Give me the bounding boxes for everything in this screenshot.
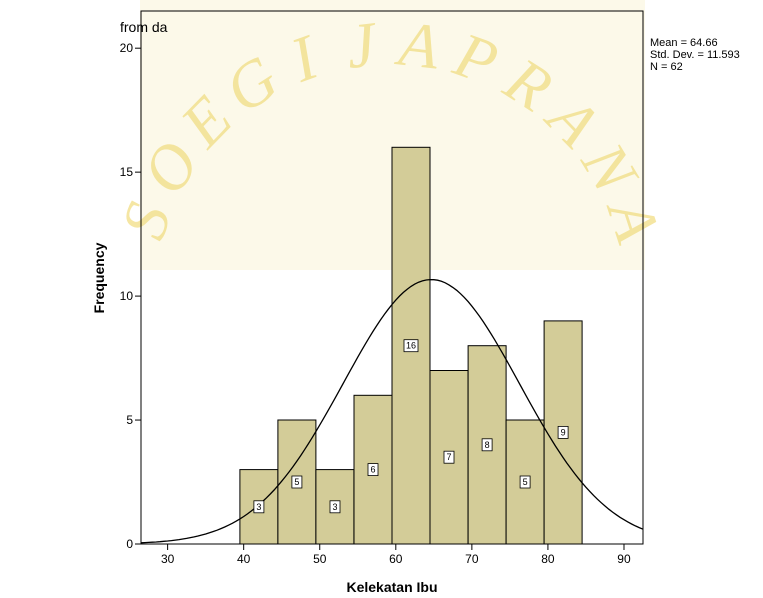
x-tick-label: 50 xyxy=(313,552,327,566)
bar-data-labels: 3 5 3 6 16 7 8 5 9 xyxy=(253,339,569,514)
y-tick-label: 5 xyxy=(126,413,133,427)
data-label-box xyxy=(443,450,455,464)
normal-curve xyxy=(140,278,644,544)
y-tick-label: 10 xyxy=(120,289,134,303)
x-tick-label: 60 xyxy=(389,552,403,566)
data-label: 6 xyxy=(370,465,375,475)
y-tick-label: 0 xyxy=(126,537,133,551)
data-label: 8 xyxy=(485,440,490,450)
data-label: 9 xyxy=(561,427,566,437)
x-axis-title: Kelekatan Ibu xyxy=(346,579,437,595)
stat-n: N = 62 xyxy=(650,61,683,73)
data-label: 5 xyxy=(294,477,299,487)
data-label: 3 xyxy=(256,502,261,512)
data-label-box xyxy=(291,475,303,489)
x-tick-label: 30 xyxy=(161,552,175,566)
data-label-box xyxy=(519,475,531,489)
histogram-bar xyxy=(353,394,393,545)
data-label: 5 xyxy=(523,477,528,487)
histogram-bar xyxy=(391,146,431,545)
x-tick-label: 70 xyxy=(465,552,479,566)
data-label: 3 xyxy=(332,502,337,512)
data-label-box xyxy=(481,438,493,452)
stat-std-dev: Std. Dev. = 11.593 xyxy=(650,49,740,61)
data-label: 16 xyxy=(406,341,416,351)
data-label-box xyxy=(557,425,569,439)
data-label-box xyxy=(329,500,341,514)
data-label-box xyxy=(367,463,379,477)
x-tick-label: 40 xyxy=(237,552,251,566)
x-tick-label: 90 xyxy=(617,552,631,566)
y-tick-label: 15 xyxy=(120,165,134,179)
y-axis: 0 5 10 15 20 xyxy=(120,41,141,551)
data-label: 7 xyxy=(446,452,451,462)
y-tick-label: 20 xyxy=(120,41,134,55)
data-label-box xyxy=(253,500,265,514)
x-axis: 30 40 50 60 70 80 90 xyxy=(161,544,631,566)
page-note-text: from da xyxy=(120,19,168,35)
y-axis-title: Frequency xyxy=(91,242,107,313)
data-label-box xyxy=(403,339,419,353)
stat-mean: Mean = 64.66 xyxy=(650,37,718,49)
x-tick-label: 80 xyxy=(541,552,555,566)
